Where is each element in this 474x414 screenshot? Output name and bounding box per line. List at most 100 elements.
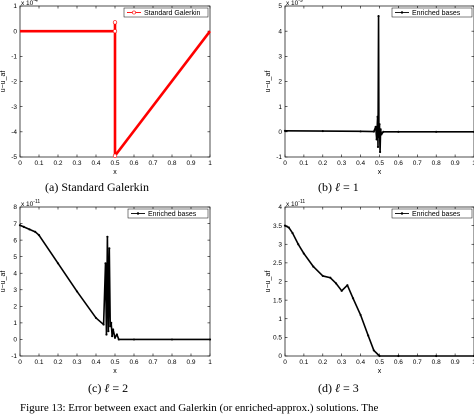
y-tick-label: -1 bbox=[11, 353, 17, 360]
data-point bbox=[18, 224, 22, 227]
x-tick-label: 0.7 bbox=[413, 359, 422, 366]
x-tick-label: 0.7 bbox=[413, 160, 422, 167]
plot-area bbox=[284, 206, 474, 357]
legend-box bbox=[123, 7, 209, 18]
caption-c-prefix: (c) bbox=[88, 381, 102, 395]
x-tick-label: 0.9 bbox=[186, 359, 195, 366]
data-point bbox=[110, 321, 113, 324]
y-tick-label: -2 bbox=[11, 79, 17, 86]
y-axis-label: u−u_af bbox=[0, 71, 7, 93]
x-axis-label: x bbox=[378, 169, 382, 176]
data-point bbox=[312, 265, 315, 268]
x-tick-label: 0.5 bbox=[375, 359, 384, 366]
data-point bbox=[283, 224, 287, 227]
x-tick-label: 0.4 bbox=[356, 160, 365, 167]
data-point bbox=[367, 334, 370, 337]
chart-a: 0 0.1 0.2 0.3 0.4 0.5 0.6 0.7 0.8 0.9 1 -5 -4 -3 -2 -1 0… bbox=[0, 0, 212, 176]
legend-marker bbox=[136, 212, 140, 215]
y-tick-label: 4 bbox=[278, 28, 282, 35]
x-tick-label: 0.8 bbox=[432, 359, 441, 366]
x-tick-label: 0.1 bbox=[299, 160, 308, 167]
y-tick-label: 1 bbox=[13, 320, 17, 327]
data-point bbox=[115, 333, 118, 336]
y-tick-label: 5 bbox=[13, 254, 17, 261]
data-point bbox=[377, 14, 380, 18]
y-tick-label: -1 bbox=[276, 154, 282, 161]
data-point bbox=[28, 228, 31, 231]
x-tick-label: 0.6 bbox=[394, 160, 403, 167]
data-point bbox=[113, 336, 117, 339]
y-tick-label: 0.5 bbox=[273, 335, 282, 342]
x-axis-label: x bbox=[113, 368, 117, 375]
legend-label: Enriched bases bbox=[148, 211, 197, 218]
caption-b-eq: = 1 bbox=[343, 180, 359, 194]
y-tick-label: 1 bbox=[278, 316, 282, 323]
data-point bbox=[377, 135, 381, 138]
x-tick-label: 1 bbox=[208, 160, 212, 167]
caption-b: (b) ℓ = 1 bbox=[318, 180, 359, 195]
data-point bbox=[106, 235, 109, 238]
data-point bbox=[170, 338, 174, 341]
data-point bbox=[376, 115, 379, 118]
x-tick-label: 0.6 bbox=[129, 160, 138, 167]
data-point bbox=[382, 130, 385, 133]
data-point bbox=[291, 231, 294, 235]
caption-d-prefix: (d) bbox=[318, 381, 332, 395]
data-point bbox=[359, 313, 362, 317]
x-tick-label: 0.2 bbox=[318, 359, 327, 366]
data-point bbox=[346, 284, 349, 287]
y-multiplier-exponent: -4 bbox=[33, 0, 38, 4]
y-multiplier: x 10-4 bbox=[21, 0, 38, 7]
data-point bbox=[321, 274, 324, 278]
x-tick-label: 0.2 bbox=[53, 160, 62, 167]
x-tick-label: 0.8 bbox=[167, 160, 176, 167]
data-point bbox=[283, 129, 287, 132]
legend-marker bbox=[400, 212, 404, 215]
caption-d-l: ℓ bbox=[335, 381, 340, 395]
data-point bbox=[435, 130, 438, 133]
y-tick-label: 0 bbox=[13, 28, 17, 35]
y-tick-label: 0 bbox=[278, 129, 282, 136]
legend-label: Standard Galerkin bbox=[144, 10, 201, 17]
x-tick-label: 0.6 bbox=[129, 359, 138, 366]
x-tick-label: 0.4 bbox=[91, 160, 100, 167]
data-point bbox=[111, 335, 114, 338]
x-tick-label: 0 bbox=[283, 359, 287, 366]
y-multiplier: x 10-9 bbox=[286, 0, 303, 7]
data-point bbox=[108, 247, 111, 250]
caption-c: (c) ℓ = 2 bbox=[88, 381, 128, 396]
y-tick-label: 1 bbox=[13, 3, 17, 10]
caption-a-text: Standard Galerkin bbox=[61, 180, 149, 194]
y-tick-label: -4 bbox=[11, 129, 17, 136]
y-multiplier-exponent: -11 bbox=[33, 199, 40, 205]
y-axis-label: u−u_af bbox=[265, 271, 272, 293]
data-point bbox=[75, 290, 79, 293]
data-point bbox=[334, 282, 338, 285]
figure-footer: Figure 13: Error between exact and Galer… bbox=[20, 403, 379, 414]
legend-box bbox=[391, 208, 473, 219]
x-axis-label: x bbox=[113, 169, 117, 176]
caption-d-eq: = 3 bbox=[343, 381, 359, 395]
x-tick-label: 0.1 bbox=[299, 359, 308, 366]
caption-b-l: ℓ bbox=[335, 180, 340, 194]
x-tick-label: 0.9 bbox=[451, 359, 460, 366]
y-axis-label: u−u_af bbox=[265, 71, 272, 93]
y-tick-label: 8 bbox=[13, 204, 17, 211]
x-axis-label: x bbox=[378, 368, 382, 375]
data-point bbox=[102, 323, 105, 326]
y-tick-label: 2.5 bbox=[273, 260, 282, 267]
data-point bbox=[112, 20, 118, 25]
y-tick-label: -1 bbox=[11, 54, 17, 61]
data-point bbox=[380, 133, 383, 136]
x-tick-label: 1 bbox=[472, 160, 474, 167]
x-tick-label: 0.5 bbox=[110, 359, 119, 366]
y-tick-label: 0 bbox=[13, 337, 17, 344]
data-point bbox=[287, 226, 290, 229]
x-tick-label: 0.2 bbox=[53, 359, 62, 366]
x-tick-label: 0.7 bbox=[148, 359, 157, 366]
x-tick-label: 0.3 bbox=[337, 160, 346, 167]
y-tick-label: 3 bbox=[13, 287, 17, 294]
data-point bbox=[297, 243, 300, 246]
